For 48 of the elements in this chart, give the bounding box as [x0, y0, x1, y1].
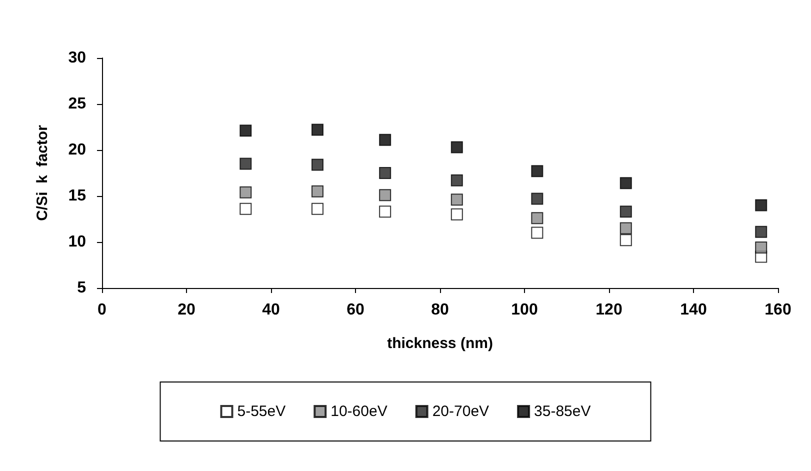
x-tick-label: 120: [596, 302, 622, 318]
x-tick-label: 100: [511, 302, 538, 318]
point: [531, 212, 544, 224]
point: [755, 199, 768, 212]
y-tick-label: 5: [77, 280, 86, 296]
point: [620, 206, 632, 218]
legend-label: 5-55eV: [237, 403, 286, 420]
point: [450, 141, 463, 154]
y-tick-label: 20: [68, 142, 86, 158]
y-axis-title: C/Si k factor: [34, 124, 51, 221]
legend-label: 10-60eV: [330, 403, 388, 420]
point: [311, 185, 324, 198]
point: [311, 124, 324, 136]
point: [450, 208, 463, 220]
point: [755, 226, 768, 238]
point: [620, 177, 632, 190]
point: [531, 226, 544, 239]
x-tick-label: 20: [178, 302, 196, 318]
point: [240, 202, 252, 215]
point: [311, 158, 324, 171]
y-tick-label: 10: [68, 234, 86, 250]
point: [311, 202, 324, 215]
x-axis-title: thickness (nm): [387, 335, 493, 352]
point: [450, 174, 463, 186]
point: [531, 192, 544, 205]
point: [379, 206, 392, 218]
point: [240, 186, 252, 198]
point: [755, 242, 768, 254]
x-tick-label: 80: [431, 302, 449, 318]
point: [379, 189, 392, 202]
x-tick-label: 140: [680, 302, 707, 318]
point: [531, 165, 544, 178]
x-tick-label: 160: [764, 302, 792, 318]
point: [620, 222, 632, 234]
y-tick-label: 15: [68, 188, 86, 204]
x-tick-label: 0: [98, 302, 107, 318]
x-tick-label: 40: [262, 302, 280, 318]
point: [240, 124, 252, 137]
point: [450, 194, 463, 206]
y-tick-label: 25: [68, 96, 86, 112]
x-tick-label: 60: [346, 302, 364, 318]
point: [620, 234, 632, 246]
point: [240, 158, 252, 170]
legend-label: 20-70eV: [432, 403, 490, 420]
y-tick-label: 30: [68, 50, 86, 66]
legend-label: 35-85eV: [534, 403, 591, 420]
point: [379, 134, 392, 146]
point: [379, 167, 392, 179]
